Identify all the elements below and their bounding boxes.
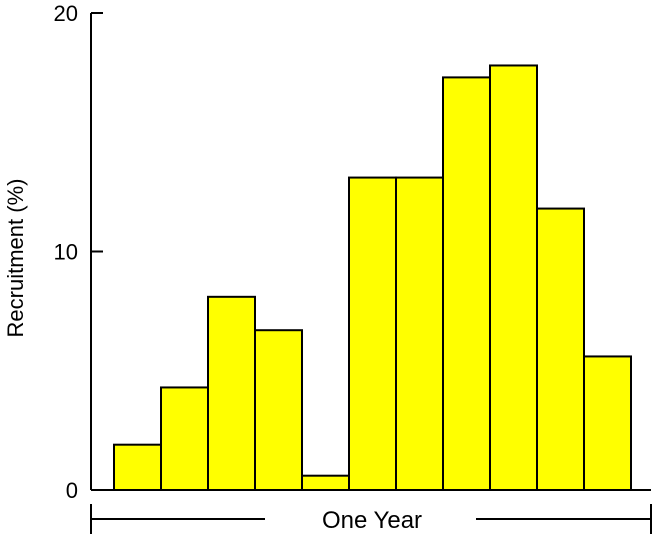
bar-2	[160, 386, 209, 492]
one-year-span-bracket: One Year	[90, 504, 652, 534]
y-tick-label-0: 0	[66, 478, 78, 503]
y-tick-label-10: 10	[54, 240, 78, 265]
bars-group	[113, 64, 632, 492]
y-tick-label-20: 20	[54, 1, 78, 26]
bar-5	[301, 474, 350, 492]
bar-3	[207, 295, 256, 491]
bar-11	[583, 355, 632, 491]
span-label: One Year	[322, 507, 422, 534]
bar-6	[348, 176, 397, 491]
bar-8	[442, 76, 491, 492]
bar-10	[536, 207, 585, 491]
bar-7	[395, 176, 444, 491]
bar-1	[113, 443, 162, 491]
bar-4	[254, 329, 303, 491]
y-axis-title: Recruitment (%)	[3, 179, 28, 338]
bar-9	[489, 64, 538, 491]
y-ticks-group: 0 10 20	[54, 1, 103, 503]
